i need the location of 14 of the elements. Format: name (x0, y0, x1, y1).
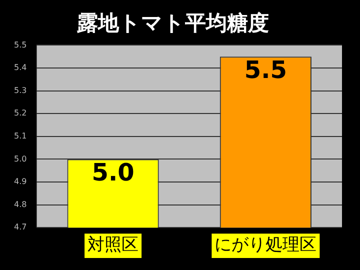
y-tick-label: 4.8 (14, 200, 27, 209)
y-tick-label: 5.5 (14, 40, 27, 50)
x-tick-label: にがり処理区 (214, 235, 317, 256)
y-tick-label: 5.2 (14, 108, 27, 118)
data-label: 5.5 (244, 56, 287, 84)
y-tick-label: 5.4 (14, 63, 27, 72)
chart-title: 露地トマト平均糖度 (76, 11, 269, 36)
x-tick-label: 対照区 (88, 235, 139, 256)
data-label: 5.0 (92, 158, 134, 186)
y-tick-label: 5.0 (14, 154, 27, 164)
y-tick-label: 5.1 (14, 131, 27, 140)
y-tick-label: 5.3 (14, 86, 27, 95)
y-tick-label: 4.9 (14, 177, 27, 186)
y-tick-label: 4.7 (14, 222, 27, 232)
